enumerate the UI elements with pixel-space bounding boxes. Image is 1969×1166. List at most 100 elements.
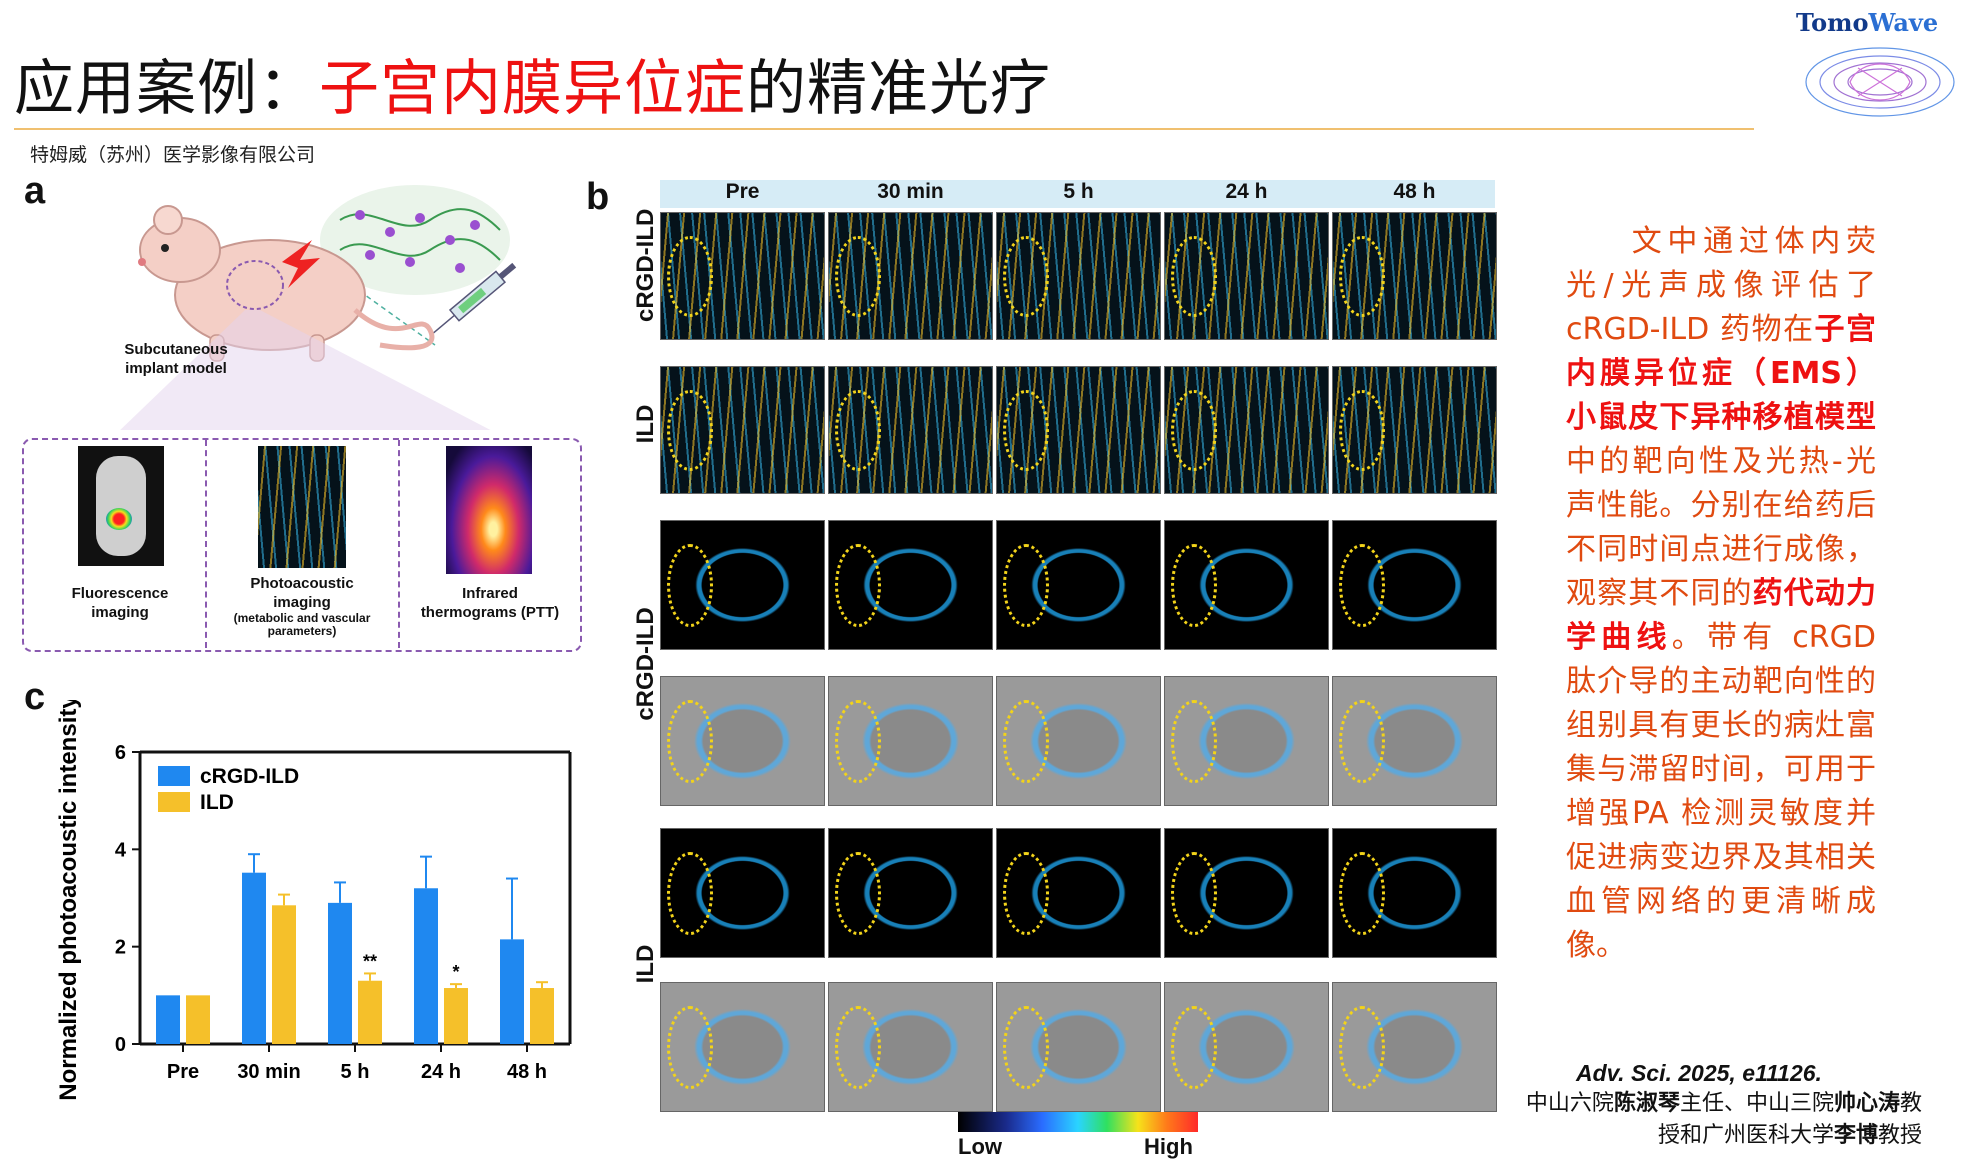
crgd-ild-overlay-cross-section-image: [1164, 676, 1329, 806]
bar: [242, 872, 266, 1044]
imaging-label-line1: Photoacoustic: [250, 575, 354, 592]
row-label: ILD: [632, 404, 659, 444]
y-tick-label: 0: [115, 1034, 126, 1056]
lesion-outline: [1171, 1006, 1217, 1089]
bar: [530, 988, 554, 1044]
description-highlight: 子宫内膜异位症（EMS）小鼠皮下异种移植模型: [1566, 312, 1876, 435]
lesion-outline: [1003, 544, 1049, 627]
lesion-outline: [1171, 544, 1217, 627]
x-tick-label: 30 min: [237, 1061, 300, 1083]
legend-swatch: [158, 792, 190, 812]
row-label: ILD: [632, 944, 659, 984]
legend-label: cRGD-ILD: [200, 765, 299, 788]
crgd-ild-overlay-cross-section-image: [996, 676, 1161, 806]
citation: Adv. Sci. 2025, e11126.: [1576, 1060, 1822, 1086]
bar: [444, 988, 468, 1044]
significance-marker: *: [452, 962, 459, 982]
imaging-label-line2: imaging: [91, 604, 149, 621]
timepoint-header: [660, 180, 1495, 208]
imaging-modalities-box: [22, 438, 582, 652]
imaging-label-line2: thermograms (PTT): [420, 604, 560, 621]
ild-pa-cross-section-image: [1332, 828, 1497, 958]
author-name: 李博: [1833, 1123, 1878, 1148]
logo-text-part2: Wave: [1868, 8, 1939, 37]
imaging-label-infrared: Infrared thermograms (PTT): [406, 584, 574, 622]
model-label-line2: implant model: [125, 360, 227, 377]
intensity-colorbar: [958, 1112, 1198, 1132]
panel-b-letter: b: [586, 176, 610, 218]
column-header: 5 h: [1063, 180, 1094, 203]
lesion-outline: [1171, 852, 1217, 935]
crgd-ild-overlay-cross-section-image: [1332, 676, 1497, 806]
logo-wordmark: TomoWave: [1796, 8, 1938, 37]
x-tick-label: 48 h: [507, 1061, 547, 1083]
crgd-ild-pa-cross-section-image: [1332, 520, 1497, 650]
ild-pa-cross-section-image: [828, 828, 993, 958]
ild-pa-cross-section-image: [1164, 828, 1329, 958]
lesion-outline: [1171, 235, 1217, 318]
infrared-thermogram-image: [446, 446, 532, 574]
ild-pa-cross-section-image: [660, 828, 825, 958]
ild-top-view-image: [660, 366, 825, 494]
laser-bolt-icon: [282, 240, 320, 288]
bar: [328, 902, 352, 1044]
description-text: 文中通过体内荧光/光声成像评估了: [1566, 224, 1876, 303]
lesion-outline: [835, 235, 881, 318]
colorbar-high-label: High: [1144, 1134, 1193, 1159]
imaging-label-fluorescence: Fluorescence imaging: [40, 584, 200, 622]
lesion-outline: [667, 389, 713, 472]
colorbar-low-label: Low: [958, 1134, 1002, 1159]
company-name: 特姆威（苏州）医学影像有限公司: [30, 144, 316, 166]
crgd-ild-top-view-image: [1164, 212, 1329, 340]
bar: [156, 995, 180, 1044]
crgd-ild-pa-cross-section-image: [660, 520, 825, 650]
imaging-label-line1: Infrared: [462, 585, 518, 602]
lesion-outline: [667, 1006, 713, 1089]
crgd-ild-overlay-cross-section-image: [828, 676, 993, 806]
title-prefix: 应用案例：: [14, 54, 319, 124]
ild-top-view-image: [828, 366, 993, 494]
description-text: 药物在: [1709, 312, 1815, 347]
significance-marker: **: [363, 951, 377, 971]
y-axis-label: Normalized photoacoustic intensity: [55, 700, 82, 1101]
row-label: cRGD-ILD: [632, 208, 659, 322]
crgd-ild-pa-cross-section-image: [828, 520, 993, 650]
title-highlight: 子宫内膜异位症: [319, 54, 746, 124]
lesion-outline: [1339, 235, 1385, 318]
imaging-label-sub: (metabolic and vascular parameters): [233, 611, 371, 638]
bar: [272, 905, 296, 1044]
column-header: 30 min: [877, 180, 944, 203]
ild-overlay-cross-section-image: [828, 982, 993, 1112]
description-text: 中的靶向性及光热-光声性能。分别在给药后不同时间点进行成像，观察其不同的: [1566, 444, 1876, 611]
lesion-outline: [667, 852, 713, 935]
imaging-label-line2: imaging: [273, 594, 331, 611]
page-title: 应用案例：子宫内膜异位症的精准光疗: [14, 40, 1051, 127]
lesion-outline: [1339, 544, 1385, 627]
authors-part3: 教授和广州医科大学: [1657, 1091, 1922, 1148]
lesion-outline: [1171, 700, 1217, 783]
tomowave-logo-icon: [1805, 47, 1955, 117]
lesion-outline: [835, 544, 881, 627]
authors-part1: 中山六院: [1525, 1091, 1614, 1116]
lesion-outline: [1339, 700, 1385, 783]
mouse-illustration: [120, 185, 517, 430]
legend-label: ILD: [200, 791, 234, 814]
y-tick-label: 4: [115, 839, 127, 861]
crgd-ild-top-view-image: [996, 212, 1161, 340]
author-name: 帅心涛: [1833, 1091, 1900, 1116]
imaging-divider: [398, 440, 400, 648]
ild-overlay-cross-section-image: [1332, 982, 1497, 1112]
x-tick-label: 5 h: [341, 1061, 370, 1083]
lesion-outline: [1339, 389, 1385, 472]
bar: [500, 939, 524, 1044]
ild-top-view-image: [1164, 366, 1329, 494]
lesion-outline: [667, 544, 713, 627]
lesion-outline: [835, 700, 881, 783]
y-tick-label: 2: [115, 937, 126, 959]
description-paragraph: 文中通过体内荧光/光声成像评估了 cRGD-ILD 药物在子宫内膜异位症（EMS）…: [1566, 220, 1876, 968]
crgd-ild-pa-cross-section-image: [996, 520, 1161, 650]
description-text: cRGD-ILD: [1566, 312, 1710, 347]
lesion-outline: [1339, 1006, 1385, 1089]
crgd-ild-top-view-image: [828, 212, 993, 340]
lesion-outline: [835, 389, 881, 472]
